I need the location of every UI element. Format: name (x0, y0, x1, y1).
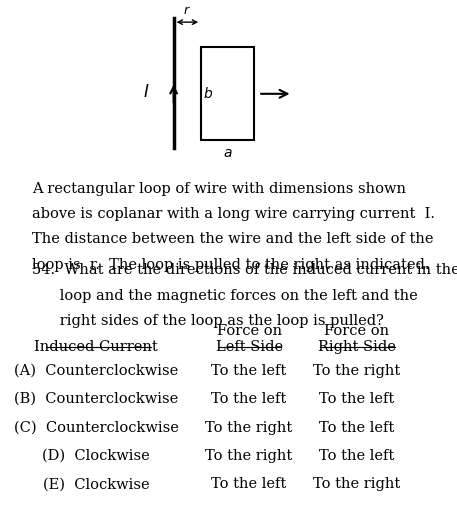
Text: (A)  Counterclockwise: (A) Counterclockwise (14, 364, 178, 378)
Text: $I$: $I$ (143, 84, 149, 101)
Text: $r$: $r$ (183, 4, 191, 17)
Text: To the left: To the left (212, 392, 287, 406)
Text: Induced Current: Induced Current (34, 340, 158, 354)
Text: 54.  What are the directions of the induced current in the: 54. What are the directions of the induc… (32, 264, 457, 278)
Text: To the left: To the left (212, 364, 287, 378)
Text: A rectangular loop of wire with dimensions shown: A rectangular loop of wire with dimensio… (32, 182, 406, 196)
Text: To the right: To the right (206, 421, 292, 435)
Text: To the right: To the right (313, 477, 400, 492)
Text: Left Side: Left Side (216, 340, 282, 354)
Text: $b$: $b$ (203, 86, 213, 101)
Text: To the left: To the left (319, 392, 394, 406)
Text: (C)  Counterclockwise: (C) Counterclockwise (14, 421, 178, 435)
Text: above is coplanar with a long wire carrying current  I.: above is coplanar with a long wire carry… (32, 207, 435, 221)
Text: (B)  Counterclockwise: (B) Counterclockwise (14, 392, 178, 406)
Text: Right Side: Right Side (318, 340, 395, 354)
Text: Force on: Force on (217, 324, 282, 338)
Bar (201, 47, 254, 140)
Text: To the left: To the left (319, 449, 394, 463)
Text: (D)  Clockwise: (D) Clockwise (42, 449, 150, 463)
Text: loop is  r.  The loop is pulled to the right as indicated.: loop is r. The loop is pulled to the rig… (32, 258, 430, 272)
Text: To the right: To the right (206, 449, 292, 463)
Text: Force on: Force on (324, 324, 389, 338)
Text: loop and the magnetic forces on the left and the: loop and the magnetic forces on the left… (32, 289, 418, 303)
Text: To the left: To the left (212, 477, 287, 492)
Text: $a$: $a$ (223, 146, 232, 160)
Text: (E)  Clockwise: (E) Clockwise (43, 477, 149, 492)
Text: To the right: To the right (313, 364, 400, 378)
Text: right sides of the loop as the loop is pulled?: right sides of the loop as the loop is p… (32, 314, 384, 328)
Text: To the left: To the left (319, 421, 394, 435)
Text: The distance between the wire and the left side of the: The distance between the wire and the le… (32, 232, 434, 247)
